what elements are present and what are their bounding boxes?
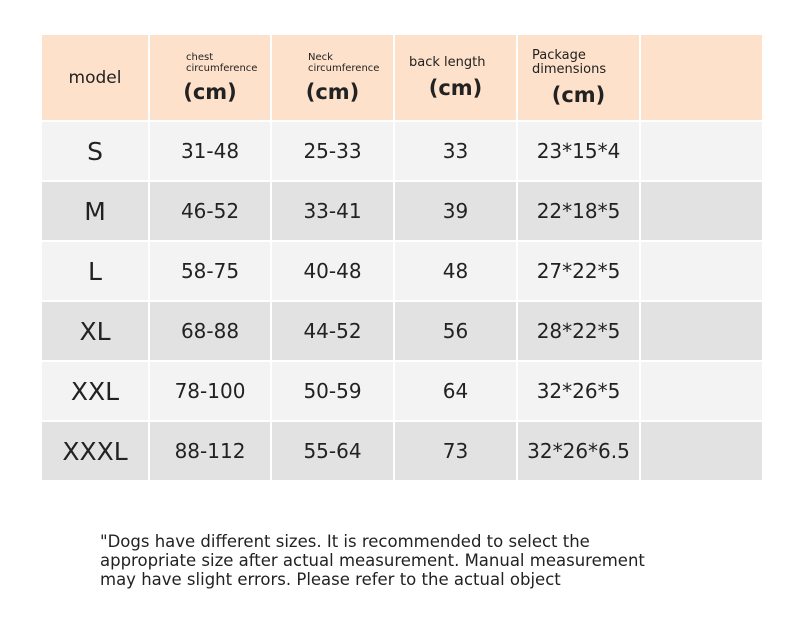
table-row: S 31-48 25-33 33 23*15*4 — [40, 120, 764, 182]
size-cell: XXXL — [40, 420, 150, 482]
table-row: M 46-52 33-41 39 22*18*5 — [40, 180, 764, 242]
size-cell: M — [40, 180, 150, 242]
header-unit: (cm) — [551, 82, 606, 107]
empty-cell — [639, 420, 764, 482]
table-cell: 25-33 — [270, 120, 395, 182]
table-cell: 32*26*6.5 — [516, 420, 641, 482]
table-cell: 44-52 — [270, 300, 395, 362]
table-row: XXL 78-100 50-59 64 32*26*5 — [40, 360, 764, 422]
table-cell: 58-75 — [148, 240, 272, 302]
size-cell: S — [40, 120, 150, 182]
table-cell: 88-112 — [148, 420, 272, 482]
table-cell: 22*18*5 — [516, 180, 641, 242]
header-cell: chest circumference (cm) — [148, 33, 272, 122]
header-cell-empty — [639, 33, 764, 122]
table-cell: 56 — [393, 300, 518, 362]
size-cell: XL — [40, 300, 150, 362]
table-cell: 39 — [393, 180, 518, 242]
header-row: model chest circumference (cm) Neck circumf… — [40, 33, 764, 122]
empty-cell — [639, 360, 764, 422]
empty-cell — [639, 300, 764, 362]
table-row: XL 68-88 44-52 56 28*22*5 — [40, 300, 764, 362]
header-label: Package dimensions — [532, 47, 607, 77]
header-label: Neck circumference — [308, 51, 380, 74]
header-unit: (cm) — [428, 75, 483, 100]
table-cell: 68-88 — [148, 300, 272, 362]
table-cell: 78-100 — [148, 360, 272, 422]
header-cell: back length (cm) — [393, 33, 518, 122]
empty-cell — [639, 180, 764, 242]
header-label: back length — [409, 54, 486, 70]
header-label: model — [68, 67, 122, 88]
table-cell: 23*15*4 — [516, 120, 641, 182]
table-cell: 31-48 — [148, 120, 272, 182]
header-unit: (cm) — [305, 79, 360, 104]
size-table: model chest circumference (cm) Neck circumf… — [40, 33, 764, 482]
header-cell: model — [40, 33, 150, 122]
table-cell: 33-41 — [270, 180, 395, 242]
table-cell: 48 — [393, 240, 518, 302]
table-cell: 55-64 — [270, 420, 395, 482]
table-row: L 58-75 40-48 48 27*22*5 — [40, 240, 764, 302]
empty-cell — [639, 240, 764, 302]
table-cell: 73 — [393, 420, 518, 482]
table-cell: 40-48 — [270, 240, 395, 302]
table-body: S 31-48 25-33 33 23*15*4 M 46-52 33-41 39 22*18*5… — [40, 120, 764, 482]
header-unit: (cm) — [183, 79, 237, 104]
size-cell: L — [40, 240, 150, 302]
table-cell: 32*26*5 — [516, 360, 641, 422]
table-cell: 50-59 — [270, 360, 395, 422]
table-cell: 46-52 — [148, 180, 272, 242]
header-cell: Neck circumference (cm) — [270, 33, 395, 122]
size-cell: XXL — [40, 360, 150, 422]
table-cell: 28*22*5 — [516, 300, 641, 362]
empty-cell — [639, 120, 764, 182]
table-row: XXXL 88-112 55-64 73 32*26*6.5 — [40, 420, 764, 482]
table-cell: 33 — [393, 120, 518, 182]
header-label: chest circumference — [186, 51, 258, 74]
table-cell: 64 — [393, 360, 518, 422]
table-cell: 27*22*5 — [516, 240, 641, 302]
header-cell: Package dimensions (cm) — [516, 33, 641, 122]
footnote: "Dogs have different sizes. It is recomm… — [100, 532, 645, 589]
